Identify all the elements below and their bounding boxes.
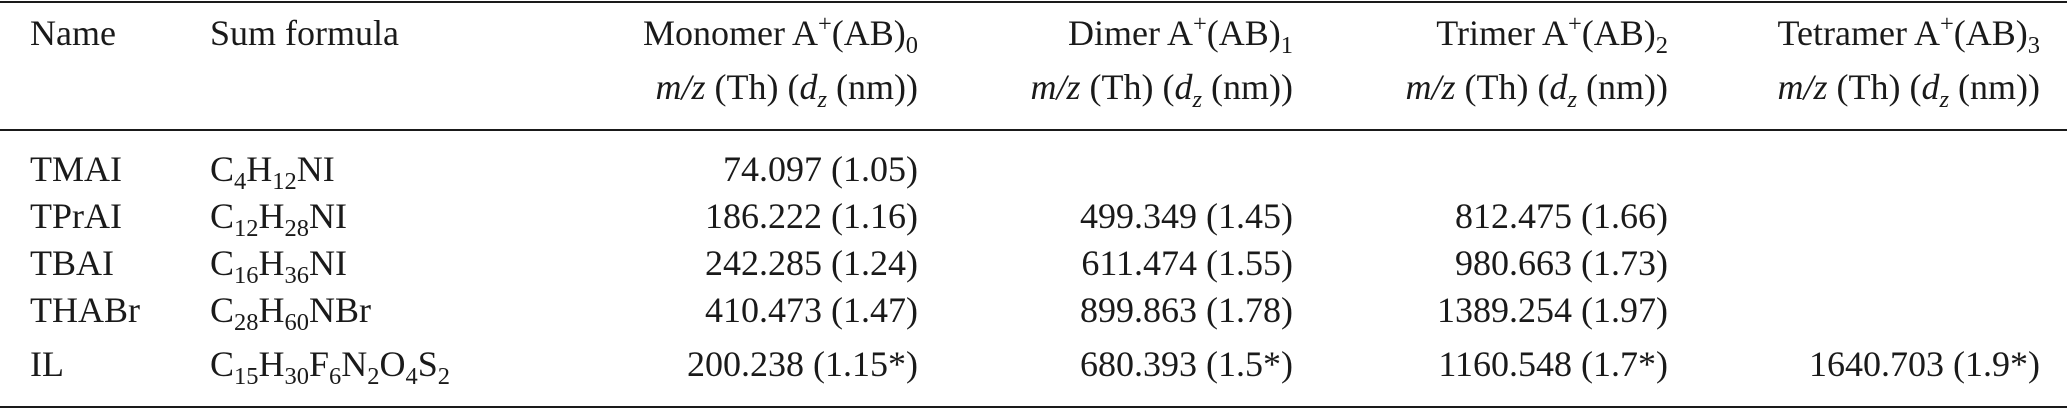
row-3-trimer: 1389.254 (1.97): [1437, 290, 1668, 330]
row-1-monomer: 186.222 (1.16): [705, 196, 918, 236]
unit-trimer: m/z (Th) (dz (nm)): [1405, 67, 1668, 113]
row-2-monomer: 242.285 (1.24): [705, 243, 918, 283]
row-2-name: TBAI: [30, 243, 114, 283]
row-4-formula: C15H30F6N2O4S2: [210, 344, 450, 390]
row-0-name: TMAI: [30, 149, 122, 189]
header-formula: Sum formula: [210, 13, 399, 53]
row-3-formula: C28H60NBr: [210, 290, 371, 336]
row-0-formula: C4H12NI: [210, 149, 335, 195]
row-4-trimer: 1160.548 (1.7*): [1438, 344, 1668, 384]
header-rule: [0, 129, 2067, 131]
row-3-dimer: 899.863 (1.78): [1080, 290, 1293, 330]
header-monomer: Monomer A+(AB)0: [642, 10, 918, 59]
bottom-rule: [0, 406, 2067, 408]
row-4-name: IL: [30, 344, 64, 384]
row-1-formula: C12H28NI: [210, 196, 347, 242]
header-dimer: Dimer A+(AB)1: [1067, 10, 1293, 59]
row-4-tetramer: 1640.703 (1.9*): [1809, 344, 2040, 384]
row-3-name: THABr: [30, 290, 140, 330]
unit-dimer: m/z (Th) (dz (nm)): [1030, 67, 1293, 113]
top-rule: [0, 1, 2067, 3]
row-4-dimer: 680.393 (1.5*): [1080, 344, 1293, 384]
row-3-monomer: 410.473 (1.47): [705, 290, 918, 330]
header-name: Name: [30, 13, 116, 53]
row-1-trimer: 812.475 (1.66): [1455, 196, 1668, 236]
header-trimer: Trimer A+(AB)2: [1436, 10, 1668, 59]
row-2-formula: C16H36NI: [210, 243, 347, 289]
header-tetramer: Tetramer A+(AB)3: [1777, 10, 2040, 59]
row-1-name: TPrAI: [30, 196, 122, 236]
row-2-dimer: 611.474 (1.55): [1081, 243, 1293, 283]
unit-tetramer: m/z (Th) (dz (nm)): [1777, 67, 2040, 113]
row-0-monomer: 74.097 (1.05): [723, 149, 918, 189]
row-2-trimer: 980.663 (1.73): [1455, 243, 1668, 283]
unit-monomer: m/z (Th) (dz (nm)): [655, 67, 918, 113]
row-1-dimer: 499.349 (1.45): [1080, 196, 1293, 236]
row-4-monomer: 200.238 (1.15*): [687, 344, 918, 384]
